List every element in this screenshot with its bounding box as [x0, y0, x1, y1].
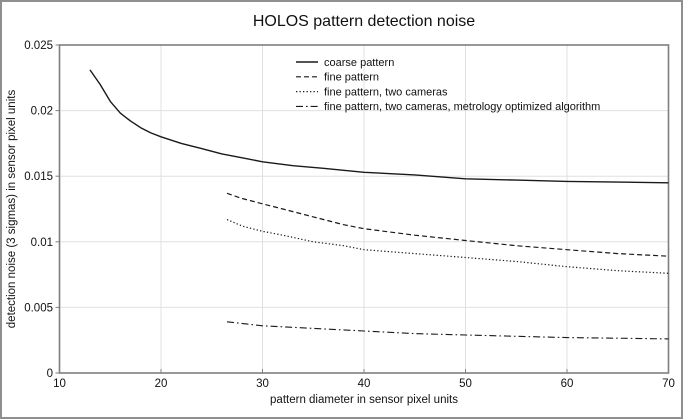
x-axis-label: pattern diameter in sensor pixel units — [270, 394, 458, 406]
series-line-fine-pattern — [226, 192, 669, 257]
axis-ticks — [55, 44, 669, 374]
x-tick-label: 40 — [358, 378, 371, 390]
legend-label: fine pattern, two cameras — [324, 86, 448, 98]
legend-item-fine-pattern: fine pattern — [296, 72, 379, 84]
legend-item-fine-pattern-two-cameras-metrology-optimized-algorithm: fine pattern, two cameras, metrology opt… — [296, 101, 600, 113]
legend-item-coarse-pattern: coarse pattern — [296, 57, 394, 69]
chart-title: HOLOS pattern detection noise — [253, 13, 475, 30]
x-tick-label: 30 — [256, 378, 269, 390]
series-line-fine-pattern-two-cameras-metrology-optimized-algorithm — [226, 321, 669, 340]
x-tick-label: 50 — [459, 378, 472, 390]
legend-label: coarse pattern — [324, 57, 394, 69]
series-lines — [89, 69, 669, 340]
x-tick-label: 20 — [155, 378, 168, 390]
y-tick-label: 0.02 — [31, 106, 53, 118]
y-tick-label: 0.005 — [24, 302, 53, 314]
y-tick-label: 0.01 — [31, 237, 53, 249]
series-line-coarse-pattern — [89, 69, 669, 184]
y-tick-label: 0.015 — [24, 171, 53, 183]
x-tick-labels: 10 20 30 40 50 60 70 — [53, 378, 675, 390]
series-line-fine-pattern-two-cameras — [226, 218, 669, 274]
y-axis-label: detection noise (3 sigmas) in sensor pix… — [6, 90, 18, 329]
y-tick-label: 0.025 — [24, 40, 53, 52]
legend-label: fine pattern — [324, 72, 379, 84]
y-tick-labels: 0 0.005 0.01 0.015 0.02 0.025 — [24, 40, 53, 380]
x-tick-label: 70 — [662, 378, 675, 390]
x-tick-label: 60 — [561, 378, 574, 390]
gridlines — [59, 45, 669, 373]
legend-item-fine-pattern-two-cameras: fine pattern, two cameras — [296, 86, 448, 98]
legend-label: fine pattern, two cameras, metrology opt… — [324, 101, 600, 113]
legend: coarse pattern fine pattern fine pattern, … — [296, 57, 600, 113]
x-tick-label: 10 — [53, 378, 66, 390]
y-tick-label: 0 — [47, 368, 53, 380]
